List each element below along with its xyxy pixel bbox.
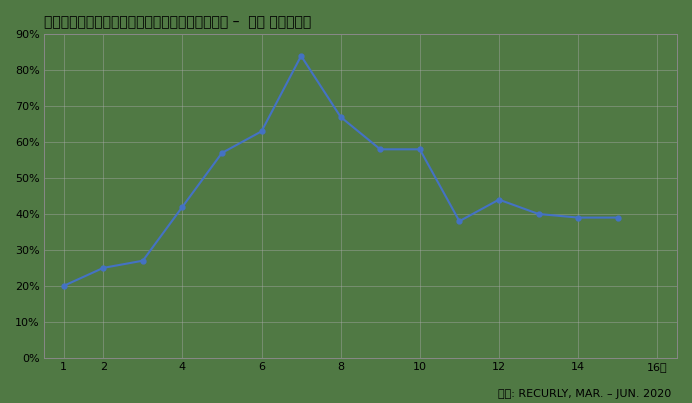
Text: 出典: RECURLY, MAR. – JUN. 2020: 出典: RECURLY, MAR. – JUN. 2020 — [498, 389, 671, 399]
Text: コロナ禍における新規サブスクリプション増加率 –  米国 全業種平均: コロナ禍における新規サブスクリプション増加率 – 米国 全業種平均 — [44, 15, 311, 29]
